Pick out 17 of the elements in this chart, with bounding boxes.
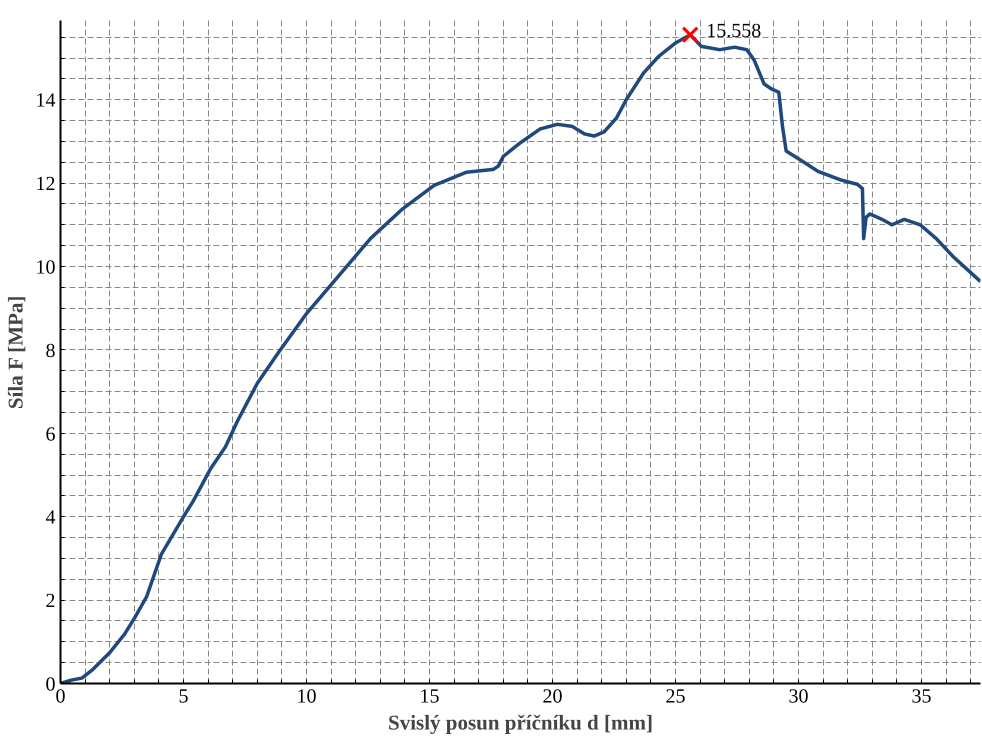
- y-tick-label: 4: [46, 506, 56, 529]
- y-tick-label: 10: [36, 256, 56, 279]
- x-axis-title: Svislý posun příčníku d [mm]: [388, 710, 653, 734]
- x-tick-label: 25: [665, 686, 686, 708]
- y-tick-label: 8: [46, 340, 56, 362]
- y-tick-label: 2: [46, 590, 56, 612]
- y-tick-label: 14: [36, 90, 56, 112]
- x-tick-label: 20: [542, 686, 562, 708]
- y-tick-label: 6: [46, 423, 56, 446]
- x-tick-label: 35: [911, 686, 932, 708]
- annotation: 15.558: [706, 20, 762, 42]
- x-tick-label: 15: [419, 686, 440, 708]
- x-tick-label: 10: [296, 686, 316, 708]
- x-tick-label: 5: [178, 686, 188, 708]
- x-tick-label: 30: [788, 686, 808, 708]
- y-tick-label: 12: [36, 173, 56, 196]
- y-axis-title: Síla F [MPa]: [4, 296, 28, 410]
